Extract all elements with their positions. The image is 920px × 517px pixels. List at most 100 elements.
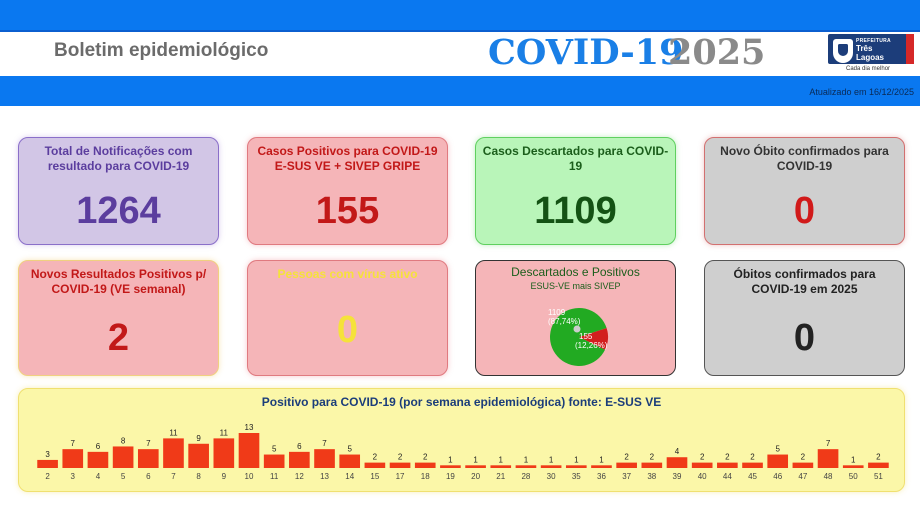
page-subtitle: Boletim epidemiológico (54, 40, 269, 61)
x-tick-label: 21 (496, 472, 505, 481)
bar-value-label: 7 (71, 439, 76, 448)
bar-value-label: 4 (675, 447, 680, 456)
bar-week-8 (188, 443, 209, 468)
x-tick-label: 18 (421, 472, 430, 481)
x-tick-label: 14 (345, 472, 354, 481)
x-tick-label: 47 (798, 472, 807, 481)
bar-week-14 (339, 454, 361, 468)
bar-value-label: 11 (169, 428, 178, 437)
bar-value-label: 2 (876, 453, 881, 462)
bar-value-label: 1 (599, 455, 604, 464)
x-tick-label: 48 (824, 472, 833, 481)
pie-percent-positive: (12,26%) (575, 341, 608, 350)
bar-week-47 (792, 462, 814, 468)
bar-value-label: 1 (473, 455, 478, 464)
bar-week-30 (540, 465, 562, 468)
page-title: COVID-19 (488, 32, 684, 73)
bar-week-2 (37, 459, 58, 468)
bar-week-7 (163, 438, 184, 468)
bar-value-label: 2 (398, 453, 403, 462)
x-tick-label: 10 (245, 472, 254, 481)
x-tick-label: 38 (647, 472, 656, 481)
card-label: Óbitos confirmados para COVID-19 em 2025 (733, 267, 876, 296)
card-value: 1109 (534, 190, 617, 232)
x-tick-label: 28 (521, 472, 530, 481)
bar-value-label: 2 (624, 453, 629, 462)
bar-value-label: 2 (750, 453, 755, 462)
bar-value-label: 1 (549, 455, 554, 464)
x-tick-label: 15 (370, 472, 379, 481)
bar-week-18 (414, 462, 436, 468)
bar-value-label: 13 (245, 423, 254, 432)
weekly-positive-bar-chart: 3273648576117981191310511612713514215217… (37, 423, 889, 481)
card-label: Casos Positivos para COVID-19 E-SUS VE +… (257, 144, 438, 173)
bar-week-44 (717, 462, 738, 468)
bar-week-4 (87, 451, 109, 468)
bar-value-label: 8 (121, 436, 126, 445)
card-value: 1264 (76, 190, 161, 232)
bar-week-46 (767, 454, 789, 468)
x-tick-label: 39 (673, 472, 682, 481)
card-deaths-2025: Óbitos confirmados para COVID-19 em 2025… (704, 260, 905, 376)
x-tick-label: 30 (547, 472, 556, 481)
bar-week-19 (440, 465, 461, 468)
bar-value-label: 7 (322, 439, 327, 448)
bar-week-5 (112, 446, 134, 468)
bar-week-51 (868, 462, 889, 468)
bar-week-9 (213, 438, 235, 468)
card-value: 2 (107, 317, 130, 359)
x-tick-label: 50 (849, 472, 858, 481)
card-value: 0 (793, 317, 816, 359)
bar-week-28 (515, 465, 537, 468)
coat-of-arms-icon (833, 39, 853, 63)
card-label: Descartados e Positivos (511, 265, 640, 279)
bar-value-label: 2 (801, 453, 806, 462)
bar-week-10 (238, 433, 260, 468)
card-sublabel: ESUS-VE mais SIVEP (530, 281, 621, 291)
bar-week-36 (591, 465, 612, 468)
x-tick-label: 2 (45, 472, 50, 481)
chart-title: Positivo para COVID-19 (por semana epide… (261, 395, 662, 409)
bar-value-label: 5 (272, 445, 277, 454)
logo-prefix: PREFEITURA (856, 38, 891, 44)
bar-week-38 (641, 462, 663, 468)
card-label: Pessoas com vírus ativo (277, 267, 418, 281)
bar-week-35 (565, 465, 587, 468)
x-tick-label: 6 (146, 472, 151, 481)
logo-badge: PREFEITURA Três Lagoas (828, 34, 914, 64)
bar-value-label: 1 (499, 455, 504, 464)
bar-week-11 (263, 454, 285, 468)
bar-value-label: 5 (775, 445, 780, 454)
pie-marker-dot (573, 325, 581, 333)
x-tick-label: 19 (446, 472, 455, 481)
card-value: 0 (336, 309, 359, 351)
x-tick-label: 37 (622, 472, 631, 481)
top-blue-bar (0, 0, 920, 32)
title-bar: Boletim epidemiológico COVID-19 2025 PRE… (0, 32, 920, 76)
x-tick-label: 12 (295, 472, 304, 481)
x-tick-label: 13 (320, 472, 329, 481)
card-label: Novos Resultados Positivos p/ COVID-19 (… (30, 267, 207, 296)
bar-value-label: 6 (297, 442, 302, 451)
pie-slice-positive (579, 328, 608, 350)
bar-week-40 (691, 462, 713, 468)
x-tick-label: 5 (121, 472, 126, 481)
bar-week-48 (817, 449, 839, 468)
x-tick-label: 46 (773, 472, 782, 481)
card-new-positive-results: Novos Resultados Positivos p/ COVID-19 (… (18, 260, 219, 376)
pie-slice-discarded (550, 308, 607, 366)
x-tick-label: 40 (698, 472, 707, 481)
x-tick-label: 35 (572, 472, 581, 481)
card-value: 0 (793, 190, 816, 232)
weekly-positive-chart-panel: Positivo para COVID-19 (por semana epide… (18, 388, 905, 492)
bar-value-label: 1 (524, 455, 529, 464)
bar-value-label: 5 (347, 445, 352, 454)
bar-week-21 (490, 465, 512, 468)
logo-name-line1: Três (856, 44, 873, 53)
bar-value-label: 7 (826, 439, 831, 448)
card-active-virus: Pessoas com vírus ativo 0 (247, 260, 448, 376)
x-tick-label: 4 (96, 472, 101, 481)
x-tick-label: 17 (396, 472, 405, 481)
x-tick-label: 45 (748, 472, 757, 481)
bar-week-15 (364, 462, 386, 468)
